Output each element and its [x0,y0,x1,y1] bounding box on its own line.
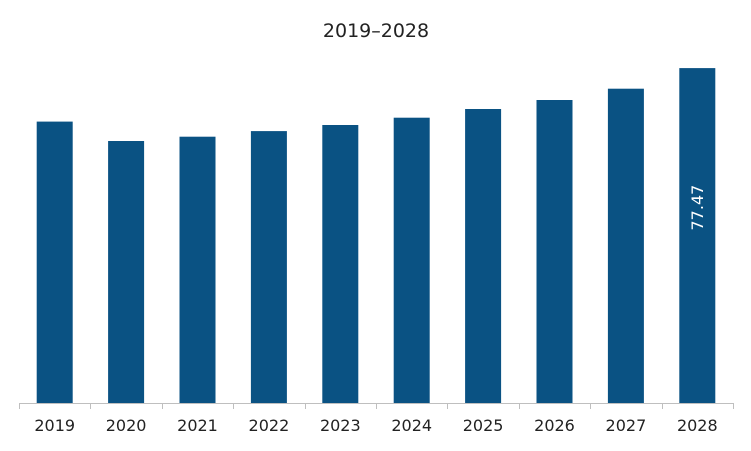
data-label-2028: 77.47 [688,185,707,231]
bar-2027 [607,88,644,403]
bar-2019 [36,121,73,403]
x-tick-label-2020: 2020 [106,416,147,435]
bars-layer [36,68,716,403]
x-tick-label-2022: 2022 [249,416,290,435]
x-tick-label-2019: 2019 [34,416,75,435]
x-axis: 2019 2020 2021 2022 2023 2024 2025 2026 2027 2028 [19,403,734,435]
bar-2024 [393,117,430,403]
bar-2022 [250,131,287,403]
x-tick-label-2027: 2027 [606,416,647,435]
bar-2025 [465,109,502,403]
x-tick-label-2021: 2021 [177,416,218,435]
bar-2020 [108,141,145,403]
chart-title: 2019–2028 [323,20,429,42]
x-tick-label-2026: 2026 [534,416,575,435]
x-tick-label-2025: 2025 [463,416,504,435]
x-tick-label-2024: 2024 [391,416,432,435]
x-tick-label-2028: 2028 [677,416,718,435]
bar-2023 [322,125,359,403]
bar-2028 [679,68,716,403]
bar-2021 [179,136,216,403]
bar-2026 [536,100,573,403]
labels-layer: 77.47 [688,185,707,231]
x-tick-label-2023: 2023 [320,416,361,435]
